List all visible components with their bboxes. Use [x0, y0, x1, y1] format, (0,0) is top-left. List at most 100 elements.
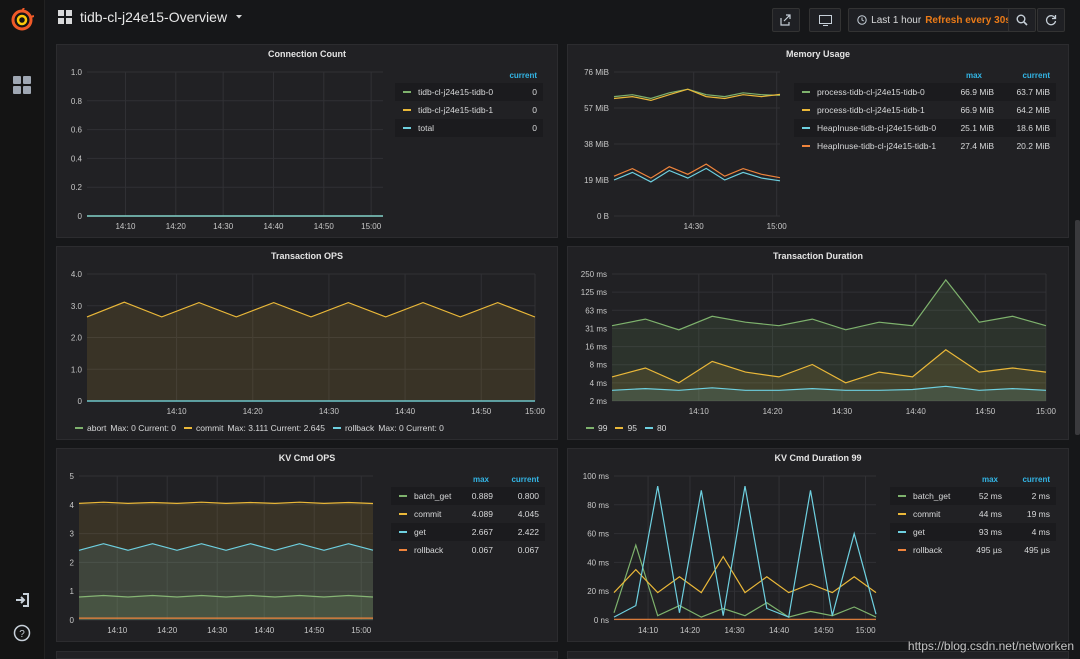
kv-cmd-ops-graph[interactable]: 5 4 3 2 1 0 14:10 14:20 14:30 14:40 14:50 15:00 [57, 449, 387, 643]
legend-item[interactable]: get 2.667 2.422 [391, 523, 545, 541]
sign-in-icon[interactable] [14, 592, 30, 608]
legend-item[interactable]: 99 [586, 423, 607, 433]
series-area [87, 302, 535, 401]
dashboard-title[interactable]: tidb-cl-j24e15-Overview [80, 9, 228, 25]
series-swatch [802, 145, 810, 147]
legend-item[interactable]: rollback Max: 0 Current: 0 [332, 423, 444, 433]
legend-item[interactable]: rollback 0.067 0.067 [391, 541, 545, 559]
refresh-button[interactable] [1037, 8, 1065, 32]
legend-item[interactable]: get 93 ms 4 ms [890, 523, 1056, 541]
series-area [79, 595, 373, 620]
legend-header-max[interactable]: max [981, 475, 998, 484]
legend-item[interactable]: abort Max: 0 Current: 0 [75, 423, 176, 433]
connection-count-graph[interactable]: 1.0 0.8 0.6 0.4 0.2 0 14:10 14:20 14:30 14:40 14:5… [57, 45, 397, 239]
legend-item[interactable]: HeapInuse-tidb-cl-j24e15-tidb-0 25.1 MiB… [794, 119, 1056, 137]
caret-down-icon [236, 15, 243, 19]
series-swatch [898, 549, 906, 551]
legend-item[interactable]: batch_get 52 ms 2 ms [890, 487, 1056, 505]
series-swatch [802, 91, 810, 93]
legend-series-name: total [418, 123, 435, 133]
series-swatch [644, 427, 653, 429]
panel-title[interactable]: Connection Count [268, 49, 346, 59]
transaction-ops-graph[interactable]: 4.0 3.0 2.0 1.0 0 14:10 14:20 14:30 14:40 14:50 15… [57, 247, 559, 419]
legend-current-value: 2 ms [1031, 491, 1050, 501]
tv-mode-icon [818, 14, 832, 26]
legend-current-value: 4 ms [1031, 527, 1050, 537]
legend-header-current[interactable]: current [1022, 71, 1050, 80]
legend-series-name: process-tidb-cl-j24e15-tidb-0 [817, 87, 925, 97]
series-swatch [332, 427, 341, 429]
y-tick-label: 1.0 [71, 68, 83, 77]
series-line [78, 594, 374, 598]
legend-item[interactable]: commit 4.089 4.045 [391, 505, 545, 523]
x-tick-label: 15:00 [361, 222, 382, 231]
legend-header-current[interactable]: current [509, 71, 537, 80]
kv-cmd-duration-graph[interactable]: 100 ms 80 ms 60 ms 40 ms 20 ms 0 ns 14:10 14:20… [568, 449, 886, 643]
help-icon[interactable]: ? [13, 624, 31, 642]
legend-item[interactable]: process-tidb-cl-j24e15-tidb-1 66.9 MiB 6… [794, 101, 1056, 119]
legend-item[interactable]: commit 44 ms 19 ms [890, 505, 1056, 523]
y-tick-label: 16 ms [585, 343, 607, 352]
series-swatch [184, 427, 193, 429]
dashboard-picker[interactable]: tidb-cl-j24e15-Overview [58, 9, 243, 25]
legend-header-current[interactable]: current [1022, 475, 1050, 484]
legend-item[interactable]: 95 [615, 423, 637, 433]
legend-item[interactable]: HeapInuse-tidb-cl-j24e15-tidb-1 27.4 MiB… [794, 137, 1056, 155]
share-button[interactable] [772, 8, 800, 32]
legend-series-name: tidb-cl-j24e15-tidb-1 [418, 105, 494, 115]
panel-next-left [56, 651, 558, 659]
series-swatch [898, 531, 906, 533]
y-tick-label: 38 MiB [584, 140, 609, 149]
tv-mode-button[interactable] [809, 8, 841, 32]
time-picker-button[interactable]: Last 1 hour Refresh every 30s [848, 8, 1020, 32]
legend-header-max[interactable]: max [472, 475, 489, 484]
series-area [79, 543, 373, 620]
legend-header-max[interactable]: max [965, 71, 982, 80]
legend-item[interactable]: batch_get 0.889 0.800 [391, 487, 545, 505]
transaction-duration-legend: 99 95 80 [586, 423, 666, 433]
page-scrollbar[interactable] [1075, 220, 1080, 435]
x-tick-label: 15:00 [856, 626, 877, 635]
series-swatch [802, 109, 810, 111]
x-tick-label: 14:30 [207, 626, 228, 635]
panel-title[interactable]: KV Cmd OPS [278, 453, 336, 463]
legend-item[interactable]: tidb-cl-j24e15-tidb-0 0 [395, 83, 543, 101]
y-tick-label: 31 ms [585, 324, 607, 333]
dashboards-icon[interactable] [13, 76, 31, 94]
grafana-logo-icon[interactable] [10, 8, 34, 32]
y-tick-label: 40 ms [587, 558, 609, 567]
legend-item[interactable]: rollback 495 µs 495 µs [890, 541, 1056, 559]
panel-title[interactable]: Memory Usage [785, 49, 851, 59]
series-swatch [75, 427, 83, 429]
legend-item[interactable]: total 0 [395, 119, 543, 137]
legend-current-value: 495 µs [1024, 545, 1050, 555]
legend-current-value: 0 [532, 105, 537, 115]
legend-item[interactable]: tidb-cl-j24e15-tidb-1 0 [395, 101, 543, 119]
series-swatch [399, 495, 407, 497]
legend-header-current[interactable]: current [511, 475, 539, 484]
legend-series-name: tidb-cl-j24e15-tidb-0 [418, 87, 494, 97]
legend-item[interactable]: process-tidb-cl-j24e15-tidb-0 66.9 MiB 6… [794, 83, 1056, 101]
legend-current-value: 19 ms [1026, 509, 1050, 519]
legend-current-value: 0 [532, 87, 537, 97]
y-tick-label: 2 ms [590, 397, 607, 406]
series-line [613, 485, 877, 618]
watermark: https://blog.csdn.net/networken [907, 639, 1074, 653]
transaction-duration-graph[interactable]: 250 ms 125 ms 63 ms 31 ms 16 ms 8 ms 4 ms 2 ms 1… [568, 247, 1070, 419]
legend-series-name: 99 [598, 423, 608, 433]
legend-item[interactable]: 80 [644, 423, 666, 433]
kv-cmd-duration-legend: max current batch_get 52 ms 2 ms commit … [890, 475, 1056, 575]
panel-title[interactable]: Transaction OPS [270, 251, 344, 261]
panel-transaction-ops: Transaction OPS 4.0 3.0 2.0 1.0 0 14:10 14:20 1… [56, 246, 558, 440]
series-swatch [403, 91, 411, 93]
refresh-icon [1045, 15, 1057, 26]
panel-title[interactable]: KV Cmd Duration 99 [774, 453, 862, 463]
panel-title[interactable]: Transaction Duration [772, 251, 863, 261]
panel-transaction-duration: Transaction Duration 250 ms 125 ms 63 ms 31… [567, 246, 1069, 440]
memory-usage-graph[interactable]: 76 MiB 57 MiB 38 MiB 19 MiB 0 B 14:30 15:00 [568, 45, 790, 239]
dashboard-grid-icon [58, 10, 72, 24]
y-tick-label: 63 ms [585, 306, 607, 315]
zoom-out-button[interactable] [1008, 8, 1036, 32]
legend-item[interactable]: commit Max: 3.111 Current: 2.645 [184, 423, 325, 433]
y-tick-label: 1 [70, 587, 75, 596]
